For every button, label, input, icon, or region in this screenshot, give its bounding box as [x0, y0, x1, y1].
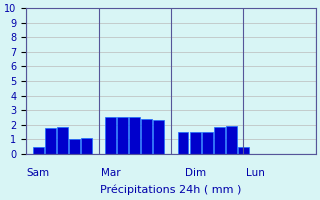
Text: Dim: Dim	[185, 168, 206, 178]
Bar	[141, 119, 152, 154]
Bar	[129, 117, 140, 154]
Text: Précipitations 24h ( mm ): Précipitations 24h ( mm )	[100, 184, 242, 195]
Bar	[81, 138, 92, 154]
Bar	[69, 139, 80, 154]
Bar	[202, 132, 212, 154]
Bar	[178, 132, 188, 154]
Bar	[238, 147, 249, 154]
Bar	[33, 147, 44, 154]
Bar	[105, 117, 116, 154]
Bar	[57, 127, 68, 154]
Bar	[190, 132, 201, 154]
Bar	[154, 120, 164, 154]
Text: Sam: Sam	[27, 168, 50, 178]
Text: Lun: Lun	[246, 168, 265, 178]
Text: Mar: Mar	[101, 168, 120, 178]
Bar	[214, 127, 225, 154]
Bar	[117, 117, 128, 154]
Bar	[226, 126, 237, 154]
Bar	[45, 128, 56, 154]
